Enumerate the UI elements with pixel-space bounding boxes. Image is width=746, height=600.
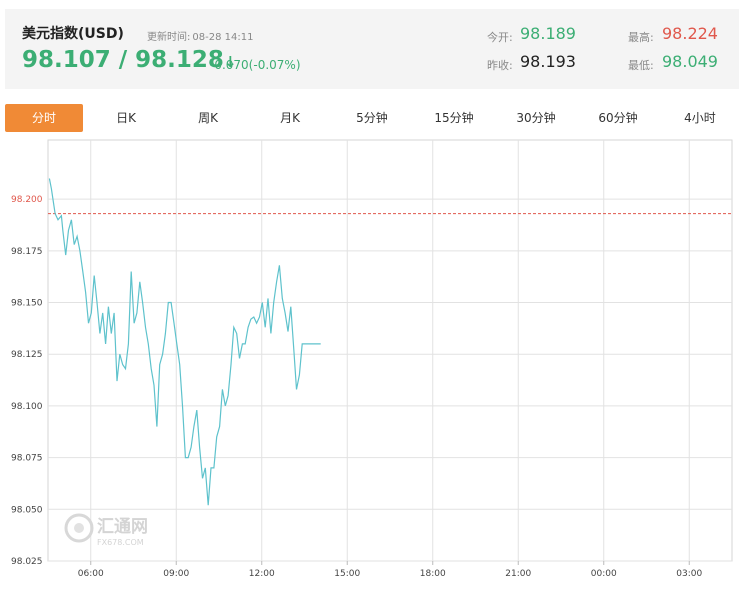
update-time: 更新时间: 08-28 14:11 [145,28,253,43]
open-label: 今开: [487,31,513,44]
instrument-title: 美元指数(USD) [22,26,124,42]
update-value: 08-28 14:11 [192,32,254,43]
tab-60min[interactable]: 60分钟 [598,111,638,125]
tab-intraday[interactable]: 分时 [5,104,83,132]
current-price: 98.107 / 98.128↓ [22,47,237,73]
quote-header: 美元指数(USD) 更新时间: 08-28 14:11 98.107 / 98.1… [5,9,739,89]
bid-ask-price: 98.107 / 98.128 [22,47,224,73]
y-tick-label: 98.050 [11,505,43,515]
y-tick-label: 98.100 [11,402,43,412]
x-axis-labels: 06:00 09:00 12:00 15:00 18:00 21:00 00:00 03:00 [78,569,703,579]
period-tabs: 分时 日K 周K 月K 5分钟 15分钟 30分钟 60分钟 4小时 [5,104,739,132]
watermark-logo: 汇通网 FX678.COM [64,513,148,547]
x-tick-label: 15:00 [334,569,360,579]
x-tick-label: 09:00 [163,569,189,579]
intraday-chart: 98.200 98.175 98.150 98.125 98.100 98.075 98.0… [11,139,733,579]
plot-frame [47,139,733,562]
prev-close-value: 98.193 [520,52,576,71]
open-value: 98.189 [520,24,576,43]
tab-monthly-k[interactable]: 月K [280,111,300,125]
x-tick-label: 03:00 [676,569,702,579]
tab-15min[interactable]: 15分钟 [434,111,474,125]
watermark-domain: FX678.COM [97,538,144,547]
y-axis-labels: 98.200 98.175 98.150 98.125 98.100 98.075 98.0… [11,195,43,567]
x-tick-label: 18:00 [420,569,446,579]
chart-grid [47,139,733,565]
down-arrow-icon: ↓ [223,53,237,71]
x-tick-label: 12:00 [249,569,275,579]
tab-4hour[interactable]: 4小时 [684,111,716,125]
price-change: -0.070(-0.07%) [210,58,301,72]
low-label: 最低: [628,59,654,72]
tab-5min[interactable]: 5分钟 [356,111,388,125]
x-tick-label: 00:00 [591,569,617,579]
update-label: 更新时间: [147,32,191,43]
price-series-line [48,178,321,506]
watermark-brand: 汇通网 [97,517,148,537]
y-tick-label: 98.200 [11,195,43,205]
high-value: 98.224 [662,24,718,43]
x-tick-label: 21:00 [505,569,531,579]
tab-daily-k[interactable]: 日K [116,111,136,125]
y-tick-label: 98.125 [11,350,43,360]
prev-close-label: 昨收: [487,59,513,72]
x-tick-label: 06:00 [78,569,104,579]
high-label: 最高: [628,31,654,44]
tab-weekly-k[interactable]: 周K [198,111,218,125]
low-value: 98.049 [662,52,718,71]
y-tick-label: 98.025 [11,557,43,567]
tab-30min[interactable]: 30分钟 [516,111,556,125]
y-tick-label: 98.175 [11,247,43,257]
y-tick-label: 98.075 [11,454,43,464]
y-tick-label: 98.150 [11,299,43,309]
